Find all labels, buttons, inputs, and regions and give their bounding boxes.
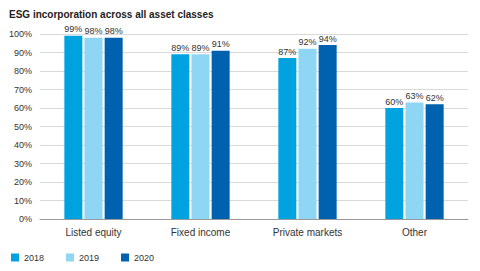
svg-text:80%: 80% (14, 66, 32, 76)
svg-text:89%: 89% (171, 43, 189, 53)
svg-text:ESG incorporation across all a: ESG incorporation across all asset class… (9, 9, 214, 20)
svg-text:50%: 50% (14, 122, 32, 132)
svg-text:63%: 63% (405, 91, 423, 101)
svg-text:2018: 2018 (24, 253, 44, 263)
svg-text:0%: 0% (19, 214, 32, 224)
svg-text:20%: 20% (14, 177, 32, 187)
svg-text:91%: 91% (212, 39, 230, 49)
svg-text:87%: 87% (278, 47, 296, 57)
svg-text:Listed equity: Listed equity (65, 227, 121, 238)
svg-text:Private markets: Private markets (273, 227, 342, 238)
svg-text:2019: 2019 (79, 253, 99, 263)
svg-text:89%: 89% (191, 43, 209, 53)
svg-text:70%: 70% (14, 85, 32, 95)
svg-text:10%: 10% (14, 196, 32, 206)
svg-text:98%: 98% (84, 26, 102, 36)
svg-text:40%: 40% (14, 140, 32, 150)
svg-text:62%: 62% (426, 93, 444, 103)
svg-text:Fixed income: Fixed income (171, 227, 231, 238)
svg-text:90%: 90% (14, 48, 32, 58)
svg-text:2020: 2020 (134, 253, 154, 263)
svg-text:Other: Other (402, 227, 428, 238)
svg-text:60%: 60% (385, 97, 403, 107)
svg-text:98%: 98% (105, 26, 123, 36)
svg-text:100%: 100% (9, 29, 32, 39)
svg-text:99%: 99% (64, 24, 82, 34)
svg-text:92%: 92% (298, 37, 316, 47)
svg-text:30%: 30% (14, 159, 32, 169)
svg-text:60%: 60% (14, 103, 32, 113)
svg-text:94%: 94% (319, 34, 337, 44)
